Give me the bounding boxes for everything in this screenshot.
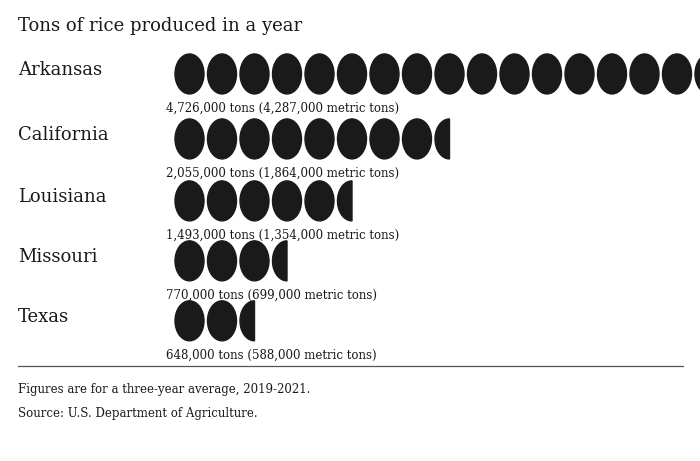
Ellipse shape xyxy=(240,181,269,221)
Ellipse shape xyxy=(402,54,431,94)
Ellipse shape xyxy=(175,181,204,221)
Text: Figures are for a three-year average, 2019-2021.: Figures are for a three-year average, 20… xyxy=(18,383,310,396)
Ellipse shape xyxy=(240,54,269,94)
Text: Louisiana: Louisiana xyxy=(18,188,106,206)
Ellipse shape xyxy=(175,301,204,341)
Ellipse shape xyxy=(207,119,237,159)
Ellipse shape xyxy=(500,54,529,94)
Text: 4,726,000 tons (4,287,000 metric tons): 4,726,000 tons (4,287,000 metric tons) xyxy=(165,102,398,115)
Text: Arkansas: Arkansas xyxy=(18,61,102,79)
Ellipse shape xyxy=(305,54,334,94)
Ellipse shape xyxy=(695,54,700,94)
Polygon shape xyxy=(435,119,449,159)
Ellipse shape xyxy=(207,301,237,341)
Polygon shape xyxy=(272,241,287,281)
Ellipse shape xyxy=(630,54,659,94)
Text: 1,493,000 tons (1,354,000 metric tons): 1,493,000 tons (1,354,000 metric tons) xyxy=(165,229,399,242)
Ellipse shape xyxy=(207,181,237,221)
Ellipse shape xyxy=(240,241,269,281)
Ellipse shape xyxy=(337,54,367,94)
Text: California: California xyxy=(18,126,108,144)
Ellipse shape xyxy=(305,119,334,159)
Ellipse shape xyxy=(175,119,204,159)
Ellipse shape xyxy=(272,119,302,159)
Text: 770,000 tons (699,000 metric tons): 770,000 tons (699,000 metric tons) xyxy=(165,289,377,302)
Ellipse shape xyxy=(272,181,302,221)
Ellipse shape xyxy=(370,54,399,94)
Text: Source: U.S. Department of Agriculture.: Source: U.S. Department of Agriculture. xyxy=(18,407,258,420)
Ellipse shape xyxy=(468,54,496,94)
Ellipse shape xyxy=(533,54,561,94)
Ellipse shape xyxy=(435,54,464,94)
Ellipse shape xyxy=(175,241,204,281)
Text: 2,055,000 tons (1,864,000 metric tons): 2,055,000 tons (1,864,000 metric tons) xyxy=(165,167,398,180)
Ellipse shape xyxy=(598,54,626,94)
Ellipse shape xyxy=(207,241,237,281)
Ellipse shape xyxy=(565,54,594,94)
Ellipse shape xyxy=(305,181,334,221)
Ellipse shape xyxy=(402,119,431,159)
Ellipse shape xyxy=(662,54,692,94)
Polygon shape xyxy=(337,181,352,221)
Ellipse shape xyxy=(175,54,204,94)
Ellipse shape xyxy=(240,119,269,159)
Text: Missouri: Missouri xyxy=(18,248,97,266)
Ellipse shape xyxy=(272,54,302,94)
Polygon shape xyxy=(240,301,255,341)
Text: Tons of rice produced in a year: Tons of rice produced in a year xyxy=(18,17,302,35)
Ellipse shape xyxy=(207,54,237,94)
Ellipse shape xyxy=(337,119,367,159)
Text: Texas: Texas xyxy=(18,308,69,326)
Ellipse shape xyxy=(370,119,399,159)
Text: 648,000 tons (588,000 metric tons): 648,000 tons (588,000 metric tons) xyxy=(165,349,376,362)
